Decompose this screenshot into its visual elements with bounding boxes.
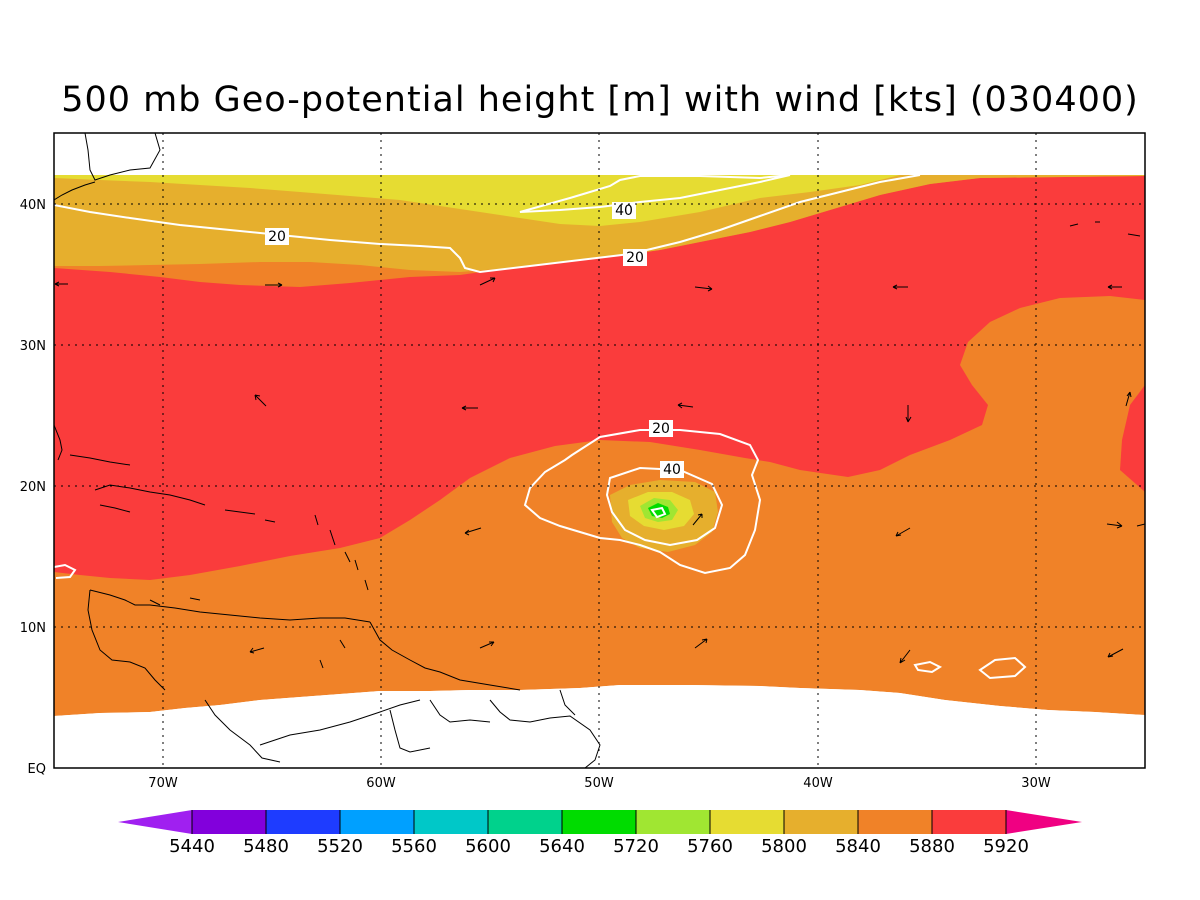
contour-label-40-north: 40 [615,203,633,219]
lon-tick-70w: 70W [148,776,178,791]
contour-label-20-north-west: 20 [268,229,286,245]
map-fields: 20 40 20 20 40 [54,133,1145,768]
colorbar-right-arrow [1006,810,1082,834]
colorbar-swatch [932,810,1006,834]
colorbar-label: 5800 [761,836,807,857]
colorbar-swatch [562,810,636,834]
colorbar-swatch [488,810,562,834]
colorbar-label: 5520 [317,836,363,857]
colorbar-left-arrow [118,810,192,834]
colorbar-label: 5760 [687,836,733,857]
plot-frame [53,132,1146,769]
lon-tick-30w: 30W [1021,776,1051,791]
lat-tick-30n: 30N [20,339,46,354]
colorbar-swatch [858,810,932,834]
colorbar-swatch [414,810,488,834]
contour-label-40-low: 40 [663,462,681,478]
colorbar-swatch [192,810,266,834]
colorbar-label: 5720 [613,836,659,857]
graticule [54,133,1145,768]
colorbar-label: 5560 [391,836,437,857]
colorbar-label: 5440 [169,836,215,857]
colorbar-swatch [340,810,414,834]
colorbar-label: 5480 [243,836,289,857]
no-data-region [54,685,1145,768]
axis-labels: 70W 60W 50W 40W 30W EQ 10N 20N 30N 40N [20,198,1051,791]
colorbar-label: 5600 [465,836,511,857]
contour-label-20-low: 20 [652,421,670,437]
colorbar-swatch [710,810,784,834]
colorbar-label: 5880 [909,836,955,857]
lon-tick-40w: 40W [803,776,833,791]
colorbar-swatch [784,810,858,834]
colorbar-label: 5840 [835,836,881,857]
lat-tick-20n: 20N [20,480,46,495]
lat-tick-10n: 10N [20,621,46,636]
contour-labels: 20 40 20 20 40 [265,202,684,478]
lon-tick-60w: 60W [366,776,396,791]
lat-tick-eq: EQ [28,762,46,777]
colorbar-swatch [266,810,340,834]
colorbar-label: 5920 [983,836,1029,857]
chart-title: 500 mb Geo-potential height [m] with win… [61,80,1139,120]
wind-arrows [54,221,1145,664]
colorbar-label: 5640 [539,836,585,857]
coastlines [54,133,601,768]
height-fill-5800 [54,175,900,226]
contour-label-20-north-east: 20 [626,250,644,266]
lon-tick-50w: 50W [584,776,614,791]
colorbar-swatch [636,810,710,834]
lat-tick-40n: 40N [20,198,46,213]
colorbar: 5440 5480 5520 5560 5600 5640 5720 5760 … [118,810,1082,857]
